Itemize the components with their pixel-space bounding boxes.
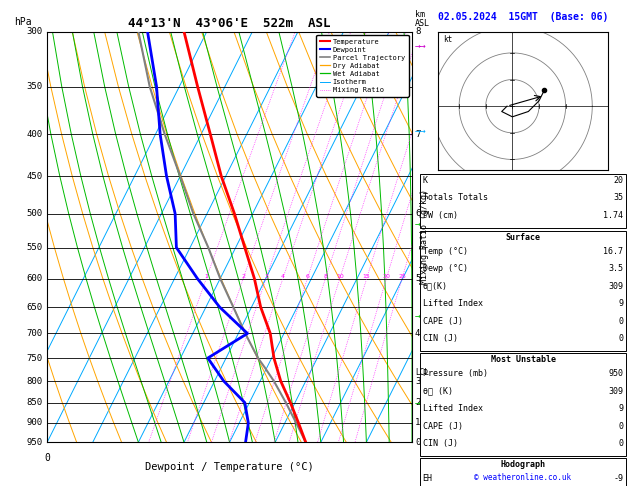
Text: 750: 750 bbox=[26, 353, 43, 363]
Text: -9: -9 bbox=[613, 474, 623, 483]
Text: LCL: LCL bbox=[415, 367, 429, 377]
Text: 950: 950 bbox=[608, 369, 623, 378]
Text: 650: 650 bbox=[26, 303, 43, 312]
Text: Lifted Index: Lifted Index bbox=[423, 299, 482, 308]
Text: 950: 950 bbox=[26, 438, 43, 447]
Text: Hodograph: Hodograph bbox=[501, 460, 545, 469]
Text: Most Unstable: Most Unstable bbox=[491, 355, 555, 364]
Text: 9: 9 bbox=[618, 299, 623, 308]
Text: θᴇ (K): θᴇ (K) bbox=[423, 387, 453, 396]
Text: 3: 3 bbox=[415, 377, 420, 385]
Text: kt: kt bbox=[443, 35, 452, 44]
Text: 6: 6 bbox=[306, 274, 309, 278]
Text: 800: 800 bbox=[26, 377, 43, 385]
Text: 0: 0 bbox=[44, 452, 50, 463]
Text: 309: 309 bbox=[608, 387, 623, 396]
Text: →: → bbox=[415, 219, 421, 228]
Text: 600: 600 bbox=[26, 274, 43, 283]
Text: →: → bbox=[415, 399, 421, 408]
Text: EH: EH bbox=[423, 474, 433, 483]
Text: 6: 6 bbox=[415, 209, 420, 218]
Text: 15: 15 bbox=[363, 274, 370, 278]
Text: 20: 20 bbox=[382, 274, 391, 278]
Text: θᴇ(K): θᴇ(K) bbox=[423, 282, 448, 291]
Text: 900: 900 bbox=[26, 418, 43, 428]
Text: 1.74: 1.74 bbox=[603, 211, 623, 220]
Text: 1: 1 bbox=[204, 274, 208, 278]
Text: Pressure (mb): Pressure (mb) bbox=[423, 369, 487, 378]
Text: 500: 500 bbox=[26, 209, 43, 218]
Text: 7: 7 bbox=[415, 130, 420, 139]
Text: 700: 700 bbox=[26, 329, 43, 338]
Text: hPa: hPa bbox=[14, 17, 32, 28]
Text: 1: 1 bbox=[415, 418, 420, 428]
Text: 0: 0 bbox=[618, 317, 623, 326]
Legend: Temperature, Dewpoint, Parcel Trajectory, Dry Adiabat, Wet Adiabat, Isotherm, Mi: Temperature, Dewpoint, Parcel Trajectory… bbox=[316, 35, 408, 97]
Text: CAPE (J): CAPE (J) bbox=[423, 422, 463, 431]
Text: 2: 2 bbox=[241, 274, 245, 278]
Text: 400: 400 bbox=[26, 130, 43, 139]
Text: 4: 4 bbox=[415, 329, 420, 338]
Text: CAPE (J): CAPE (J) bbox=[423, 317, 463, 326]
Text: 3: 3 bbox=[264, 274, 268, 278]
Text: 0: 0 bbox=[618, 334, 623, 343]
Text: 550: 550 bbox=[26, 243, 43, 252]
Title: 44°13'N  43°06'E  522m  ASL: 44°13'N 43°06'E 522m ASL bbox=[128, 17, 331, 31]
Text: CIN (J): CIN (J) bbox=[423, 439, 458, 448]
Text: 309: 309 bbox=[608, 282, 623, 291]
Text: 20: 20 bbox=[613, 176, 623, 185]
Text: Temp (°C): Temp (°C) bbox=[423, 247, 468, 256]
Text: 10: 10 bbox=[336, 274, 343, 278]
Text: K: K bbox=[423, 176, 428, 185]
Text: 16.7: 16.7 bbox=[603, 247, 623, 256]
Text: 4: 4 bbox=[281, 274, 285, 278]
Text: 0: 0 bbox=[415, 438, 420, 447]
Text: 9: 9 bbox=[618, 404, 623, 413]
Text: © weatheronline.co.uk: © weatheronline.co.uk bbox=[474, 473, 572, 482]
Text: 8: 8 bbox=[415, 27, 420, 36]
Text: 35: 35 bbox=[613, 193, 623, 203]
Text: →→: →→ bbox=[415, 41, 427, 51]
Text: 350: 350 bbox=[26, 82, 43, 91]
Text: 300: 300 bbox=[26, 27, 43, 36]
Text: 3.5: 3.5 bbox=[608, 264, 623, 273]
Text: 8: 8 bbox=[323, 274, 327, 278]
Text: Lifted Index: Lifted Index bbox=[423, 404, 482, 413]
Text: Dewp (°C): Dewp (°C) bbox=[423, 264, 468, 273]
Text: km
ASL: km ASL bbox=[415, 10, 430, 28]
Text: Surface: Surface bbox=[506, 233, 540, 242]
Text: 2: 2 bbox=[415, 398, 420, 407]
Text: 0: 0 bbox=[618, 422, 623, 431]
Text: 0: 0 bbox=[618, 439, 623, 448]
Text: 850: 850 bbox=[26, 398, 43, 407]
Text: →→: →→ bbox=[415, 126, 427, 136]
Text: Mixing Ratio (g/kg): Mixing Ratio (g/kg) bbox=[420, 190, 429, 284]
Text: 5: 5 bbox=[415, 274, 420, 283]
Text: Totals Totals: Totals Totals bbox=[423, 193, 487, 203]
Text: 02.05.2024  15GMT  (Base: 06): 02.05.2024 15GMT (Base: 06) bbox=[438, 12, 608, 22]
Text: CIN (J): CIN (J) bbox=[423, 334, 458, 343]
Text: PW (cm): PW (cm) bbox=[423, 211, 458, 220]
Text: 450: 450 bbox=[26, 172, 43, 180]
X-axis label: Dewpoint / Temperature (°C): Dewpoint / Temperature (°C) bbox=[145, 462, 314, 472]
Text: 25: 25 bbox=[398, 274, 406, 278]
Text: →: → bbox=[415, 311, 421, 321]
